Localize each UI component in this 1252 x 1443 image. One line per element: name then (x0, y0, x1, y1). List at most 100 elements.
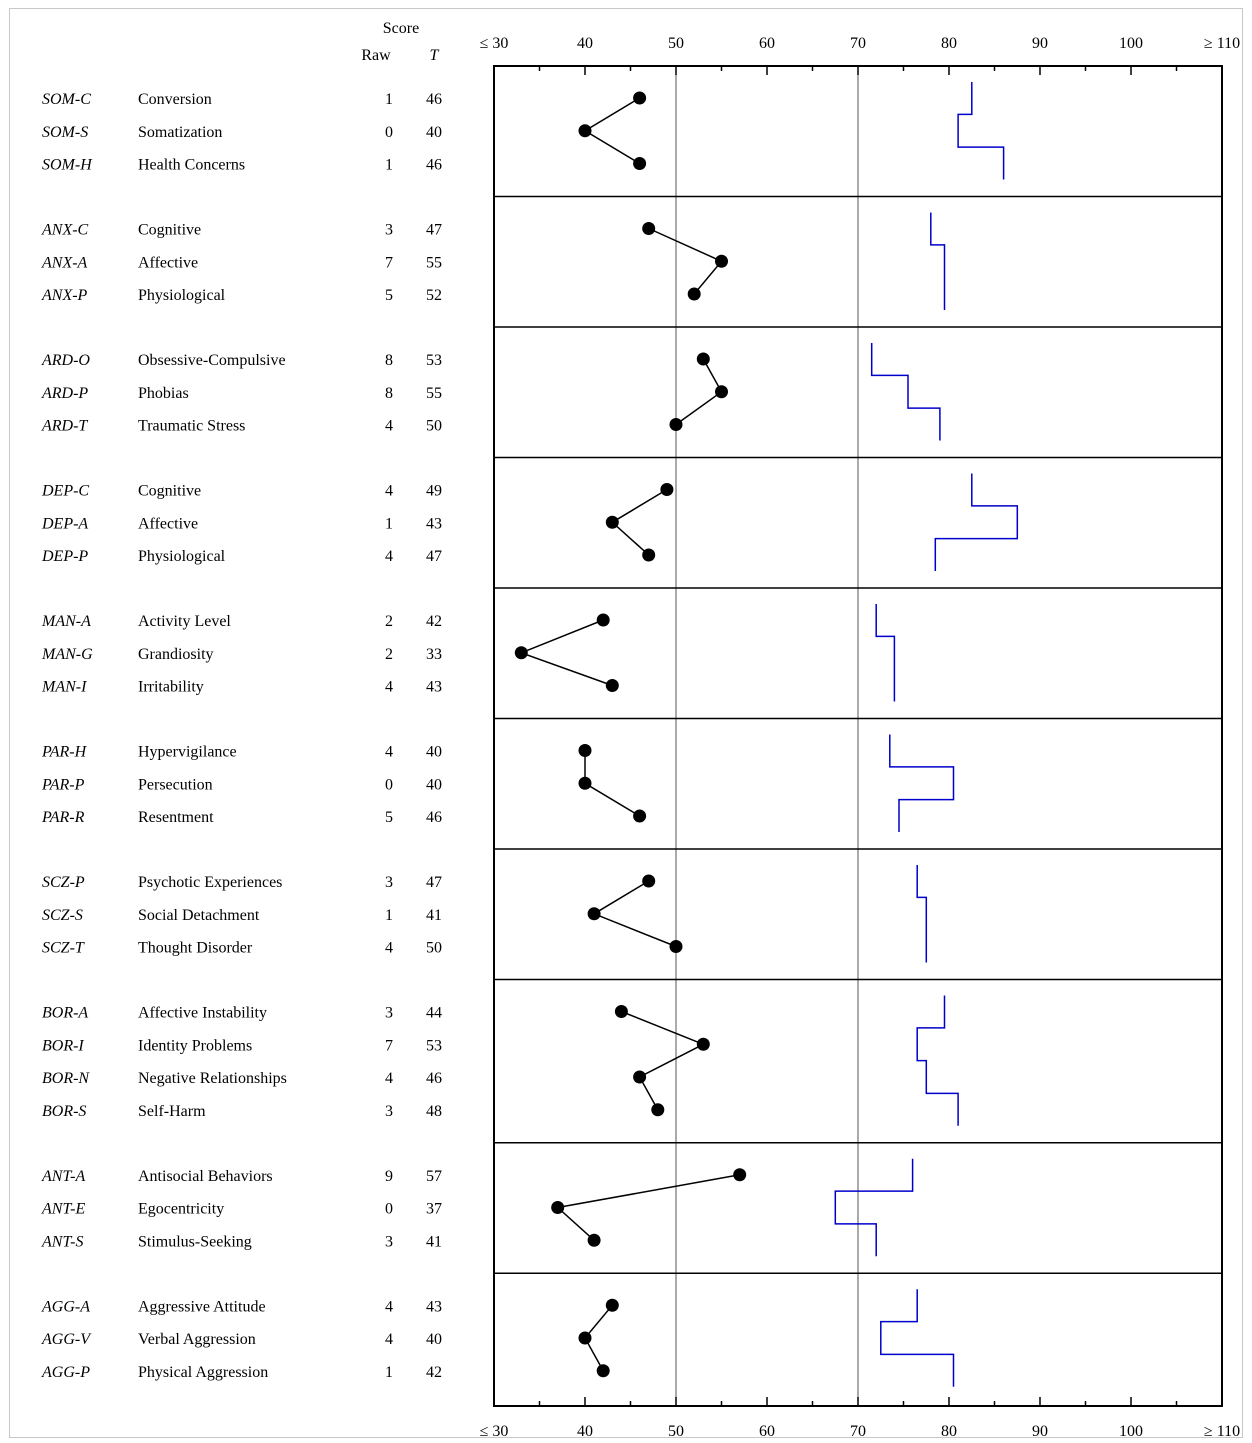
scale-abbr: SOM-C (42, 91, 91, 108)
raw-score: 4 (385, 1331, 393, 1348)
t-score: 47 (426, 874, 442, 891)
t-score-point (578, 744, 592, 757)
t-score: 53 (426, 1037, 442, 1054)
scale-label: Thought Disorder (138, 940, 253, 957)
scale-abbr: BOR-A (42, 1005, 88, 1022)
x-tick-label-top: 60 (759, 35, 775, 52)
scale-abbr: PAR-R (41, 809, 85, 826)
t-score-point (551, 1201, 565, 1214)
t-score-point (605, 679, 619, 692)
t-score: 46 (426, 91, 442, 108)
t-score-line (556, 1174, 740, 1241)
scale-label: Stimulus-Seeking (138, 1233, 252, 1250)
t-score-point (596, 1364, 610, 1378)
x-tick-label-bottom: 100 (1119, 1423, 1143, 1440)
t-score-point (614, 1005, 628, 1018)
raw-score: 4 (385, 940, 393, 957)
t-score-point (733, 1168, 747, 1182)
raw-score: 8 (385, 352, 393, 369)
t-score-line (648, 227, 723, 295)
scale-abbr: ANT-A (41, 1168, 85, 1185)
x-tick-label-bottom: 60 (759, 1423, 775, 1440)
scale-abbr: DEP-P (41, 548, 88, 565)
t-score: 55 (426, 254, 442, 271)
t-score: 47 (426, 222, 442, 239)
raw-score: 0 (385, 124, 393, 141)
x-tick-label-bottom: 50 (668, 1423, 684, 1440)
x-tick-label-bottom: 70 (850, 1423, 866, 1440)
x-tick-label-top: ≤ 30 (480, 35, 509, 52)
comparison-step-line (870, 343, 941, 441)
t-score: 53 (426, 352, 442, 369)
x-tick-label-bottom: 40 (577, 1423, 593, 1440)
raw-score: 3 (385, 874, 393, 891)
t-score: 40 (426, 124, 442, 141)
raw-score: 9 (385, 1168, 393, 1185)
t-score-point (642, 874, 656, 888)
chart-frame (9, 8, 1243, 1438)
t-score: 50 (426, 940, 442, 957)
t-score: 42 (426, 613, 442, 630)
scale-label: Cognitive (138, 483, 201, 500)
scale-label: Social Detachment (138, 907, 260, 924)
t-score: 43 (426, 679, 442, 696)
scale-label: Phobias (138, 385, 189, 402)
scale-label: Traumatic Stress (138, 418, 245, 435)
t-score-point (633, 91, 647, 105)
t-score-line (621, 1010, 706, 1111)
x-tick-label-bottom: 80 (941, 1423, 957, 1440)
t-score-line (584, 750, 640, 817)
scale-label: Verbal Aggression (138, 1331, 256, 1348)
scale-abbr: ARD-T (41, 418, 88, 435)
t-score: 40 (426, 776, 442, 793)
x-tick-label-top: 100 (1119, 35, 1143, 52)
comparison-step-line (957, 82, 1005, 180)
scale-abbr: PAR-P (41, 776, 85, 793)
scale-label: Physiological (138, 287, 226, 304)
t-score: 49 (426, 483, 442, 500)
t-score-line (611, 488, 668, 556)
scale-abbr: SCZ-P (42, 874, 85, 891)
raw-score: 1 (385, 515, 393, 532)
t-score-point (578, 776, 592, 790)
score-header: Score (383, 20, 419, 37)
t-score-point (651, 1103, 665, 1117)
t-score-point (660, 483, 674, 496)
raw-score: 2 (385, 613, 393, 630)
scale-abbr: AGG-A (41, 1298, 90, 1315)
t-score-point (715, 385, 728, 399)
t-score-point (669, 418, 683, 431)
t-score: 40 (426, 744, 442, 761)
t-score: 41 (426, 1233, 442, 1250)
scale-label: Irritability (138, 679, 204, 696)
t-score-point (587, 1233, 601, 1247)
raw-score: 5 (385, 287, 393, 304)
raw-score: 4 (385, 548, 393, 565)
t-score: 57 (426, 1168, 442, 1185)
t-score: 43 (426, 1298, 442, 1315)
t-score: 46 (426, 1070, 442, 1087)
scale-abbr: MAN-G (41, 646, 93, 663)
scale-abbr: ANX-C (41, 222, 89, 239)
scale-abbr: BOR-I (42, 1037, 84, 1054)
raw-score: 4 (385, 1070, 393, 1087)
scale-label: Hypervigilance (138, 744, 237, 761)
scale-abbr: BOR-N (42, 1070, 90, 1087)
scale-abbr: AGG-V (41, 1331, 92, 1348)
scale-abbr: ANT-S (41, 1233, 83, 1250)
raw-header: Raw (361, 47, 391, 64)
t-score-point (514, 646, 528, 660)
scale-abbr: ANT-E (41, 1201, 85, 1218)
scale-label: Grandiosity (138, 646, 214, 663)
t-score-point (578, 124, 592, 138)
comparison-step-line (916, 995, 959, 1126)
t-score: 40 (426, 1331, 442, 1348)
comparison-step-line (880, 1289, 955, 1387)
raw-score: 3 (385, 1005, 393, 1022)
x-tick-label-top: 40 (577, 35, 593, 52)
scale-label: Negative Relationships (138, 1070, 287, 1087)
t-score-point (633, 1070, 647, 1084)
raw-score: 4 (385, 483, 393, 500)
t-score-point (642, 548, 656, 562)
t-score-point (669, 940, 683, 953)
